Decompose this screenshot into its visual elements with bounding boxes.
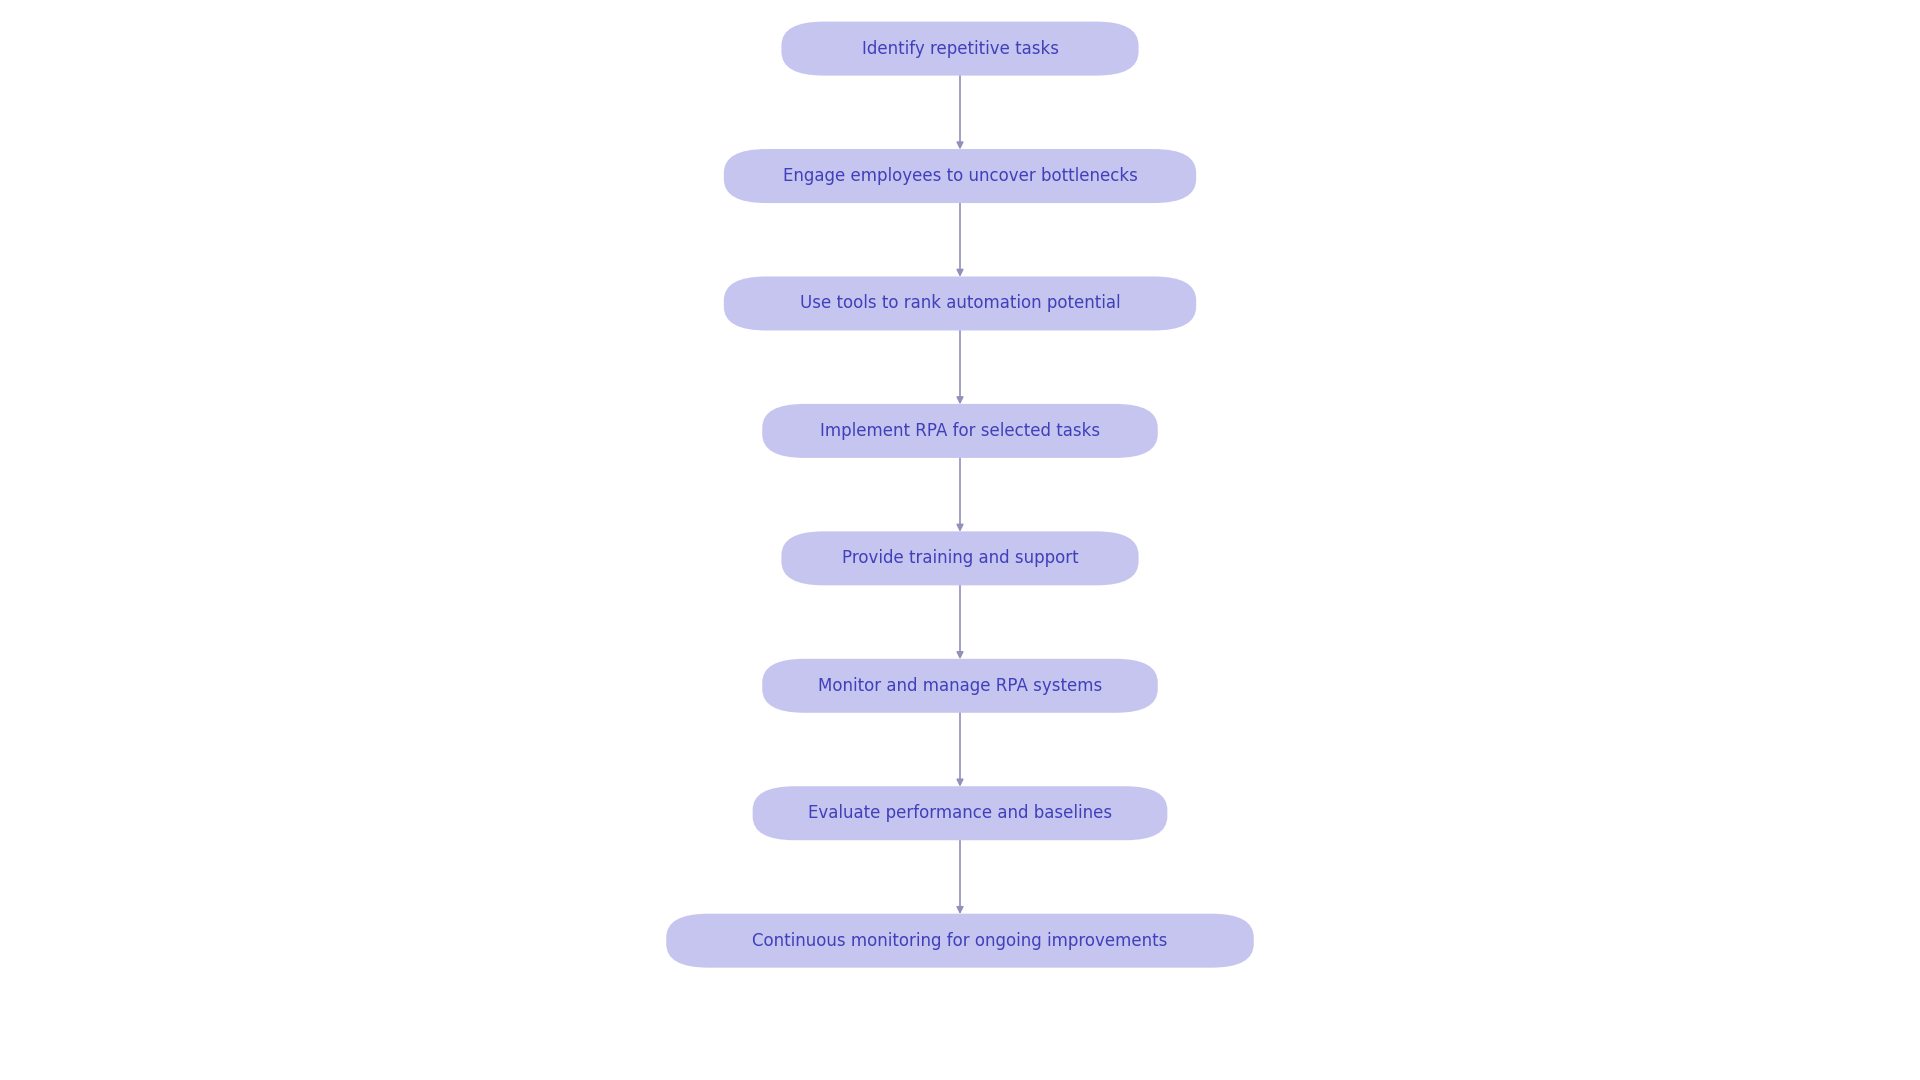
FancyBboxPatch shape [724, 149, 1196, 203]
Text: Evaluate performance and baselines: Evaluate performance and baselines [808, 805, 1112, 822]
Text: Provide training and support: Provide training and support [841, 550, 1079, 567]
FancyBboxPatch shape [666, 914, 1254, 968]
Text: Implement RPA for selected tasks: Implement RPA for selected tasks [820, 422, 1100, 440]
Text: Identify repetitive tasks: Identify repetitive tasks [862, 40, 1058, 57]
FancyBboxPatch shape [753, 786, 1167, 840]
Text: Monitor and manage RPA systems: Monitor and manage RPA systems [818, 677, 1102, 694]
Text: Use tools to rank automation potential: Use tools to rank automation potential [801, 295, 1119, 312]
FancyBboxPatch shape [724, 276, 1196, 330]
FancyBboxPatch shape [762, 404, 1158, 458]
Text: Continuous monitoring for ongoing improvements: Continuous monitoring for ongoing improv… [753, 932, 1167, 949]
FancyBboxPatch shape [781, 531, 1139, 585]
Text: Engage employees to uncover bottlenecks: Engage employees to uncover bottlenecks [783, 167, 1137, 185]
FancyBboxPatch shape [781, 22, 1139, 76]
FancyBboxPatch shape [762, 659, 1158, 713]
